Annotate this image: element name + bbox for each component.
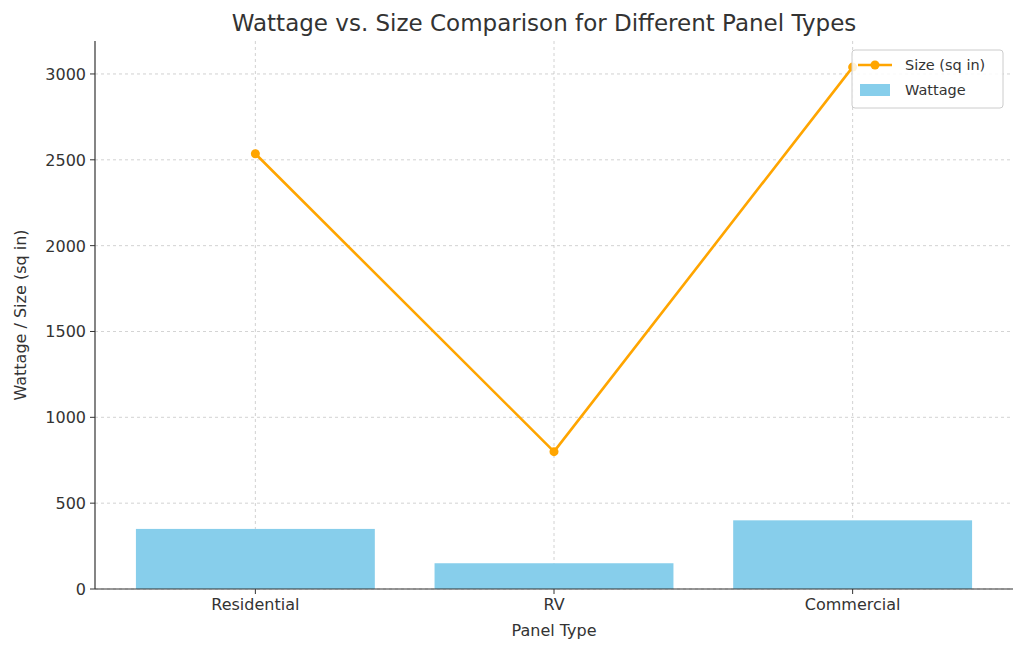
x-axis-label: Panel Type xyxy=(512,621,597,640)
y-axis-label: Wattage / Size (sq in) xyxy=(11,229,30,400)
y-tick xyxy=(90,245,95,246)
legend-swatch xyxy=(860,84,890,96)
y-tick xyxy=(90,589,95,590)
y-tick-label: 500 xyxy=(55,494,86,513)
y-tick-label: 0 xyxy=(76,580,86,599)
y-tick xyxy=(90,331,95,332)
legend-marker xyxy=(871,61,880,70)
y-tick xyxy=(90,417,95,418)
x-tick xyxy=(554,589,555,594)
y-tick xyxy=(90,503,95,504)
grid-line-x xyxy=(554,41,555,589)
legend-box xyxy=(852,50,1003,108)
bar xyxy=(136,529,375,589)
plot-area xyxy=(136,63,972,589)
y-tick-label: 2500 xyxy=(45,151,86,170)
grid-line-x xyxy=(255,41,256,589)
grid-line-y xyxy=(95,159,1013,160)
y-tick-label: 1000 xyxy=(45,408,86,427)
x-tick-label: Residential xyxy=(211,595,299,614)
line xyxy=(255,67,852,452)
bar xyxy=(435,563,674,589)
y-tick-label: 2000 xyxy=(45,237,86,256)
y-axis-line xyxy=(94,41,95,589)
legend-label: Size (sq in) xyxy=(905,57,985,73)
y-tick-label: 1500 xyxy=(45,322,86,341)
x-tick-label: RV xyxy=(543,595,564,614)
x-tick-label: Commercial xyxy=(805,595,901,614)
x-tick xyxy=(255,589,256,594)
chart-svg: 0 500 1000 1500 2000 2500 3000 Residential RV Com… xyxy=(0,0,1024,652)
x-tick xyxy=(852,589,853,594)
grid-line-x xyxy=(852,41,853,589)
y-tick xyxy=(90,159,95,160)
marker xyxy=(251,149,260,158)
y-tick-label: 3000 xyxy=(45,65,86,84)
marker xyxy=(550,447,559,456)
chart-container: 0 500 1000 1500 2000 2500 3000 Residential RV Com… xyxy=(0,0,1024,652)
legend: Size (sq in) Wattage xyxy=(852,50,1003,108)
y-tick xyxy=(90,73,95,74)
legend-label: Wattage xyxy=(905,82,966,98)
grid-line-y xyxy=(95,417,1013,418)
chart-title: Wattage vs. Size Comparison for Differen… xyxy=(232,10,857,36)
bar xyxy=(733,520,972,589)
